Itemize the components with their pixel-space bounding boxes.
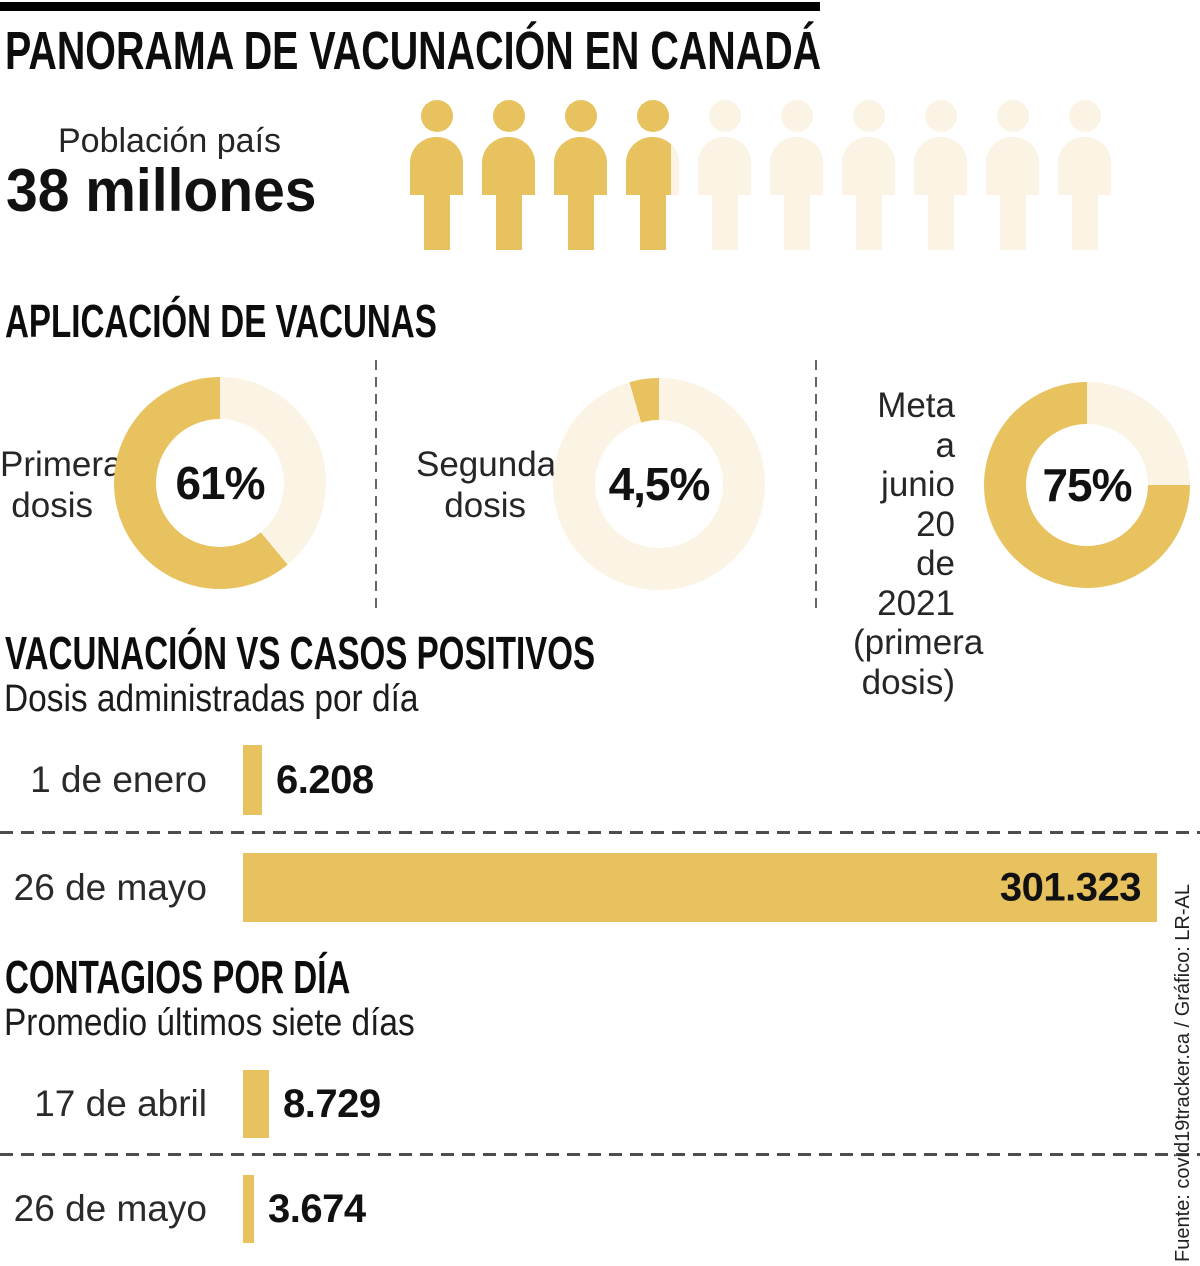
bar-contagions-26-mayo xyxy=(243,1175,254,1243)
doses-subheading-text: Dosis administradas por día xyxy=(4,678,419,720)
donut-chart-segunda-dosis: 4,5% xyxy=(553,378,765,590)
bar-contagions-17-abril xyxy=(243,1070,269,1138)
donut-value-segunda-dosis: 4,5% xyxy=(608,458,711,510)
person-icon xyxy=(626,100,679,250)
doses-subheading: Dosis administradas por día xyxy=(4,678,475,721)
person-icon xyxy=(986,100,1039,250)
bar-value: 3.674 xyxy=(268,1186,366,1231)
person-icon xyxy=(914,100,967,250)
dose-row-26-mayo: 26 de mayo 301.323 xyxy=(0,853,1200,922)
dashed-divider-1 xyxy=(0,831,1200,834)
dashed-divider-2 xyxy=(0,1153,1200,1156)
donut-chart-primera-dosis: 61% xyxy=(114,377,326,589)
bar-value: 8.729 xyxy=(283,1081,381,1126)
person-icon xyxy=(698,100,751,250)
dashed-separator-vertical-2 xyxy=(815,360,817,612)
person-icon xyxy=(770,100,823,250)
page-title: PANORAMA DE VACUNACIÓN EN CANADÁ xyxy=(5,20,1123,82)
population-value: 38 millones xyxy=(6,156,333,225)
dose-row-1-enero: 1 de enero 6.208 xyxy=(0,745,1200,815)
population-value-text: 38 millones xyxy=(6,157,317,224)
vaccines-heading-text: APLICACIÓN DE VACUNAS xyxy=(5,295,437,347)
population-pictogram xyxy=(410,100,1111,250)
source-credit: Fuente: covid19tracker.ca / Gráfico: LR-… xyxy=(1172,884,1194,1262)
contagions-subheading: Promedio últimos siete días xyxy=(4,1002,471,1045)
donut-value-primera-dosis: 61% xyxy=(175,457,265,509)
person-icon xyxy=(410,100,463,250)
person-icon xyxy=(1058,100,1111,250)
bar-label: 17 de abril xyxy=(34,1083,207,1124)
doses-heading-text: VACUNACIÓN VS CASOS POSITIVOS xyxy=(5,627,596,679)
vaccines-heading: APLICACIÓN DE VACUNAS xyxy=(5,294,605,348)
donut-label-primera-dosis: Primera dosis xyxy=(0,445,123,525)
contagion-row-17-abril: 17 de abril 8.729 xyxy=(0,1070,1200,1138)
contagions-heading-text: CONTAGIOS POR DÍA xyxy=(5,951,351,1003)
population-label: Población país xyxy=(58,122,282,160)
bar-value: 301.323 xyxy=(999,865,1142,909)
donut-chart-meta: 75% xyxy=(984,382,1190,588)
person-icon xyxy=(554,100,607,250)
bar-label: 1 de enero xyxy=(30,759,207,800)
bar-label: 26 de mayo xyxy=(13,1188,207,1229)
page-title-text: PANORAMA DE VACUNACIÓN EN CANADÁ xyxy=(5,21,822,81)
donut-label-segunda-dosis: Segunda dosis xyxy=(416,445,557,525)
dashed-separator-vertical-1 xyxy=(375,360,377,612)
bar-label: 26 de mayo xyxy=(13,866,207,908)
doses-heading: VACUNACIÓN VS CASOS POSITIVOS xyxy=(5,626,825,680)
donut-label-meta: Meta a junio 20 de 2021 (primera dosis) xyxy=(853,386,984,702)
bar-value: 6.208 xyxy=(276,757,374,802)
donut-value-meta: 75% xyxy=(1042,459,1132,511)
top-rule xyxy=(0,2,820,11)
contagion-row-26-mayo: 26 de mayo 3.674 xyxy=(0,1175,1200,1243)
bar-doses-26-mayo: 301.323 xyxy=(243,853,1157,922)
bar-doses-1-enero xyxy=(243,745,262,815)
contagions-heading: CONTAGIOS POR DÍA xyxy=(5,950,485,1004)
person-icon xyxy=(842,100,895,250)
person-icon xyxy=(482,100,535,250)
contagions-subheading-text: Promedio últimos siete días xyxy=(4,1002,415,1044)
